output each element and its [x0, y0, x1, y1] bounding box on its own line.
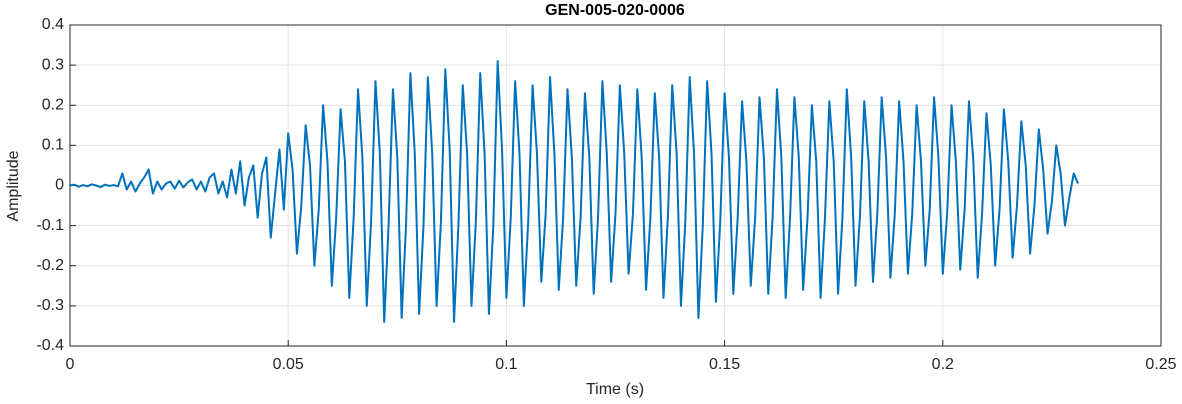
y-tick-label: 0.3: [42, 56, 64, 73]
y-axis-label: Amplitude: [5, 150, 22, 221]
axes-box: [69, 24, 1162, 347]
waveform-line: [69, 60, 1079, 323]
x-tick-label: 0: [66, 356, 75, 373]
chart-title: GEN-005-020-0006: [545, 2, 685, 19]
y-tick-label: 0: [55, 177, 64, 194]
x-tick-label: 0.1: [495, 356, 517, 373]
x-tick-label: 0.25: [1145, 356, 1176, 373]
y-tick-label: -0.2: [36, 257, 64, 274]
x-tick-label: 0.15: [709, 356, 740, 373]
x-axis-label: Time (s): [586, 381, 644, 398]
y-tick-label: -0.1: [36, 217, 64, 234]
y-tick-label: -0.3: [36, 297, 64, 314]
x-tick-label: 0.05: [273, 356, 304, 373]
x-tick-label: 0.2: [932, 356, 954, 373]
y-tick-label: -0.4: [36, 337, 64, 354]
y-tick-label: 0.1: [42, 137, 64, 154]
y-tick-label: 0.2: [42, 96, 64, 113]
y-tick-label: 0.4: [42, 16, 64, 33]
